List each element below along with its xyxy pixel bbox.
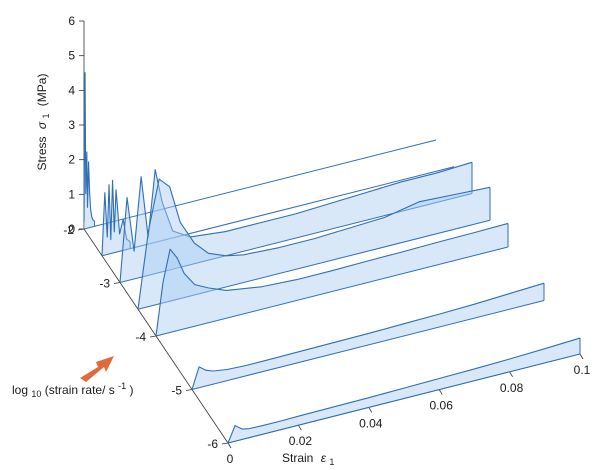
x-tick-label: 0.04 — [359, 416, 383, 430]
depth-tick-label: -3 — [99, 277, 110, 291]
series-baseline — [137, 219, 491, 310]
y-axis-title-sub: 1 — [41, 114, 51, 119]
x-tick-label: 0 — [227, 452, 234, 466]
series-baseline — [101, 166, 455, 257]
depth-tick-mark — [185, 389, 193, 391]
depth-tick-label: -6 — [207, 437, 218, 451]
series-ribbon — [83, 72, 437, 230]
y-tick-label: 5 — [68, 49, 75, 63]
series-line — [191, 282, 545, 390]
series-baseline — [191, 300, 545, 390]
y-tick-label: 4 — [68, 83, 75, 97]
series-baseline — [83, 139, 437, 230]
series-line — [227, 337, 581, 444]
depth-tick-mark — [221, 442, 229, 445]
depth-arrow — [80, 356, 114, 382]
depth-axis-title-main: (strain rate/ s — [45, 383, 115, 397]
series-area — [138, 179, 490, 310]
depth-tick-label: -5 — [171, 384, 182, 398]
x-tick-mark — [579, 353, 584, 360]
x-axis-title: Strain ε 1 — [282, 451, 334, 467]
series-ribbons — [83, 72, 581, 444]
y-axis-title-symbol: σ — [35, 121, 49, 129]
x-axis-title-symbol: ε — [321, 451, 327, 465]
depth-tick-label: -4 — [135, 330, 146, 344]
series-line — [101, 179, 131, 256]
x-tick-label: 0.1 — [574, 363, 591, 377]
depth-tick-mark — [113, 282, 121, 284]
x-tick-mark — [368, 407, 373, 413]
series-line — [137, 178, 491, 310]
series-baseline — [119, 193, 473, 283]
series-ribbon — [191, 282, 545, 390]
depth-axis-title-prefix: log — [12, 383, 28, 397]
y-tick-label: 2 — [68, 153, 75, 167]
y-axis-title-main: Stress — [35, 136, 49, 170]
series-baseline — [155, 246, 509, 337]
x-axis-title-sub: 1 — [329, 457, 334, 467]
depth-tick-mark — [149, 335, 157, 338]
x-tick-mark — [438, 389, 443, 395]
series-ribbon — [227, 337, 581, 444]
series-ribbon — [101, 166, 455, 257]
y-axis-title: Stress σ 1 (MPa) — [35, 74, 52, 171]
x-tick-label: 0.06 — [430, 399, 454, 413]
series-line — [83, 72, 95, 223]
y-tick-label: 0 — [68, 222, 75, 236]
depth-axis-title-sup: -1 — [118, 381, 126, 391]
arrow-shape — [80, 356, 114, 382]
x-tick-mark — [298, 424, 302, 431]
y-tick-label: 6 — [68, 14, 75, 28]
y-tick-label: 1 — [68, 187, 75, 201]
series-area — [156, 223, 508, 336]
series-ribbon — [137, 178, 491, 310]
x-tick-label: 0.02 — [289, 434, 313, 448]
x-tick-mark — [227, 442, 232, 449]
series-area — [84, 72, 95, 229]
depth-axis-title-suffix: ) — [129, 383, 133, 397]
series-ribbon — [155, 222, 509, 337]
depth-axis-title: log 10 (strain rate/ s -1 ) — [12, 378, 133, 400]
y-tick-label: 3 — [68, 118, 75, 132]
series-baseline — [227, 353, 581, 444]
y-axis-title-unit: (MPa) — [35, 74, 49, 107]
series-line — [155, 222, 509, 337]
x-axis-title-main: Strain — [282, 451, 313, 465]
x-tick-label: 0.08 — [500, 381, 524, 395]
depth-tick-label: -2 — [63, 223, 74, 237]
x-tick-mark — [509, 371, 513, 378]
depth-axis-title-sub: 10 — [31, 389, 41, 399]
